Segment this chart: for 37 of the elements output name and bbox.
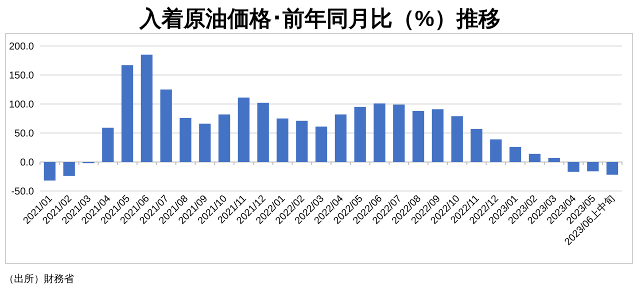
bar bbox=[121, 65, 134, 162]
bar bbox=[374, 103, 386, 162]
y-tick-label: 100.0 bbox=[8, 100, 34, 110]
bar bbox=[140, 54, 153, 162]
bar bbox=[528, 154, 541, 162]
y-tick-label: 150.0 bbox=[8, 70, 34, 82]
bar bbox=[218, 114, 230, 162]
bar bbox=[257, 102, 269, 162]
y-tick-label: -50.0 bbox=[11, 186, 34, 198]
text: （出所）財務省 bbox=[4, 273, 74, 285]
y-tick-label: 200.0 bbox=[8, 42, 34, 52]
bar bbox=[470, 128, 482, 162]
y-tick-label: 50.0 bbox=[14, 128, 34, 140]
bar bbox=[160, 90, 172, 162]
bar bbox=[238, 98, 250, 162]
bar bbox=[102, 128, 114, 162]
bar bbox=[568, 162, 580, 172]
bar bbox=[606, 162, 618, 175]
bar bbox=[315, 126, 328, 162]
bar bbox=[199, 124, 211, 162]
bar bbox=[276, 118, 288, 162]
bar bbox=[393, 104, 405, 162]
bar bbox=[334, 114, 347, 162]
bar bbox=[451, 116, 463, 162]
bar bbox=[548, 158, 560, 162]
bar bbox=[63, 162, 75, 176]
bar bbox=[509, 146, 522, 162]
bar bbox=[432, 109, 444, 162]
bar bbox=[354, 106, 366, 162]
y-tick-label: 0.0 bbox=[20, 158, 34, 168]
bar bbox=[44, 162, 56, 181]
bar bbox=[180, 118, 192, 162]
bar bbox=[412, 110, 424, 162]
bar bbox=[587, 162, 599, 172]
bar bbox=[490, 139, 502, 162]
bar bbox=[296, 120, 308, 162]
chart-title: 入着原油価格･前年同月比（%）推移 bbox=[138, 6, 500, 31]
